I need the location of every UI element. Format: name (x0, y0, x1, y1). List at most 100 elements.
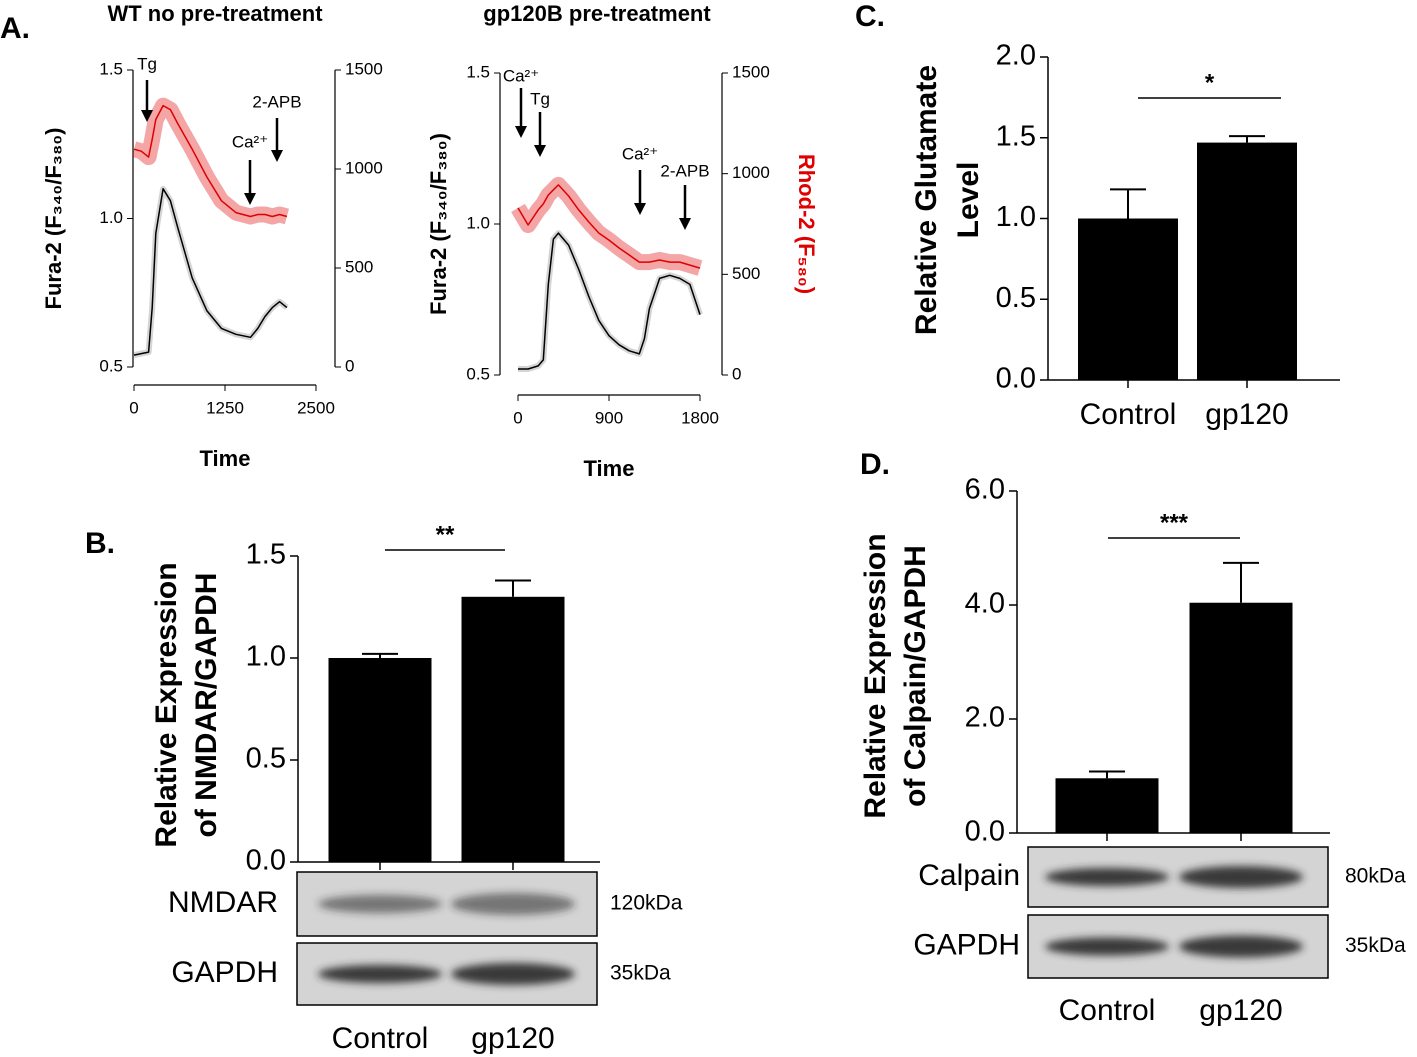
x-tick-label: 2500 (297, 398, 335, 417)
y-tick-label: 1.5 (466, 62, 490, 81)
blot-size: 120kDa (610, 892, 683, 915)
line-series (133, 188, 288, 356)
blot-size: 80kDa (1345, 865, 1406, 888)
x-axis-label: Time (200, 446, 251, 471)
significance-label: ** (436, 521, 455, 548)
annotation: Tg (137, 54, 157, 73)
y2-tick-label: 500 (732, 264, 760, 283)
x-tick-label: 1800 (681, 408, 719, 427)
arrow-head (534, 145, 546, 157)
y2-tick-label: 500 (345, 257, 373, 276)
y-tick-label: 6.0 (965, 474, 1005, 506)
bar (1189, 602, 1293, 833)
x-axis-label: Time (584, 456, 635, 481)
y-axis-label: Relative Glutamate (910, 65, 943, 335)
blot-label: GAPDH (171, 956, 278, 989)
y2-tick-label: 0 (345, 356, 354, 375)
panel-label: D. (860, 448, 890, 481)
y-tick-label: 1.0 (99, 208, 123, 227)
annotation: 2-APB (252, 92, 301, 111)
arrow-head (515, 126, 527, 138)
annotation: Ca²⁺ (232, 132, 268, 151)
chart-title: gp120B pre-treatment (483, 1, 711, 26)
arrow-head (141, 110, 153, 122)
blot-label: Calpain (918, 859, 1020, 892)
line-series (517, 184, 701, 269)
bar (1055, 778, 1159, 833)
y2-tick-label: 1500 (732, 62, 770, 81)
error-band (131, 97, 290, 225)
significance-label: * (1205, 69, 1215, 96)
y-tick-label: 0.5 (99, 356, 123, 375)
y2-axis-label: Rhod-2 (F₅₈₀) (794, 154, 819, 294)
error-band (518, 230, 703, 372)
y-tick-label: 0.0 (996, 363, 1036, 395)
blot-size: 35kDa (610, 962, 671, 985)
x-tick-label: gp120 (471, 1022, 554, 1055)
y-tick-label: 4.0 (965, 588, 1005, 620)
annotation: Ca²⁺ (622, 144, 658, 163)
blot-band (1045, 868, 1169, 886)
line-series (133, 104, 288, 218)
y-axis-label: Fura-2 (F₃₄₀/F₃₈₀) (41, 128, 66, 310)
blot-size: 35kDa (1345, 934, 1406, 957)
chart-title: WT no pre-treatment (107, 1, 323, 26)
y-tick-label: 1.5 (99, 59, 123, 78)
y-tick-label: 0.0 (246, 845, 286, 877)
y-axis-label: of NMDAR/GAPDH (190, 573, 223, 838)
x-tick-label: Control (1080, 398, 1177, 431)
x-tick-label: 1250 (206, 398, 244, 417)
y-tick-label: 0.5 (246, 743, 286, 775)
y-axis-label: Relative Expression (150, 562, 183, 847)
blot-band (1179, 866, 1303, 888)
y-axis-label: Level (952, 162, 985, 239)
y-tick-label: 1.0 (246, 641, 286, 673)
bar (461, 596, 565, 862)
arrow-head (679, 218, 691, 230)
y-tick-label: 1.0 (466, 213, 490, 232)
annotation: 2-APB (660, 161, 709, 180)
x-tick-label: 900 (595, 408, 623, 427)
error-band (511, 176, 703, 276)
line-series (518, 232, 701, 370)
y-tick-label: 1.5 (996, 120, 1036, 152)
bar (1078, 218, 1178, 380)
x-tick-label: Control (1059, 994, 1156, 1027)
arrow-head (271, 150, 283, 162)
blot-band (318, 965, 442, 983)
panel-label: C. (855, 0, 885, 33)
y-tick-label: 1.5 (246, 539, 286, 571)
blot-band (1179, 935, 1303, 958)
y-tick-label: 1.0 (996, 201, 1036, 233)
y-tick-label: 0.5 (466, 364, 490, 383)
blot-band (318, 895, 442, 913)
blot-band (1045, 937, 1169, 956)
significance-label: *** (1160, 509, 1189, 536)
panel-label: A. (0, 12, 30, 45)
y-tick-label: 2.0 (965, 702, 1005, 734)
y-tick-label: 0.5 (996, 282, 1036, 314)
x-tick-label: 0 (513, 408, 522, 427)
panel-label: B. (85, 527, 115, 560)
annotation: Ca²⁺ (503, 66, 539, 85)
y2-tick-label: 1000 (732, 163, 770, 182)
x-tick-label: 0 (129, 398, 138, 417)
y2-tick-label: 1500 (345, 59, 383, 78)
blot-label: GAPDH (913, 928, 1020, 961)
y-axis-label: Fura-2 (F₃₄₀/F₃₈₀) (426, 133, 451, 315)
y2-tick-label: 0 (732, 364, 741, 383)
y-tick-label: 2.0 (996, 40, 1036, 72)
blot-band (451, 963, 575, 985)
y-axis-label: of Calpain/GAPDH (899, 545, 932, 807)
y2-tick-label: 1000 (345, 158, 383, 177)
blot-label: NMDAR (168, 886, 278, 919)
x-tick-label: Control (332, 1022, 429, 1055)
blot-band (451, 893, 575, 915)
bar (1197, 142, 1297, 380)
y-tick-label: 0.0 (965, 816, 1005, 848)
annotation: Tg (530, 89, 550, 108)
arrow-head (244, 193, 256, 205)
arrow-head (634, 203, 646, 215)
x-tick-label: gp120 (1205, 398, 1288, 431)
